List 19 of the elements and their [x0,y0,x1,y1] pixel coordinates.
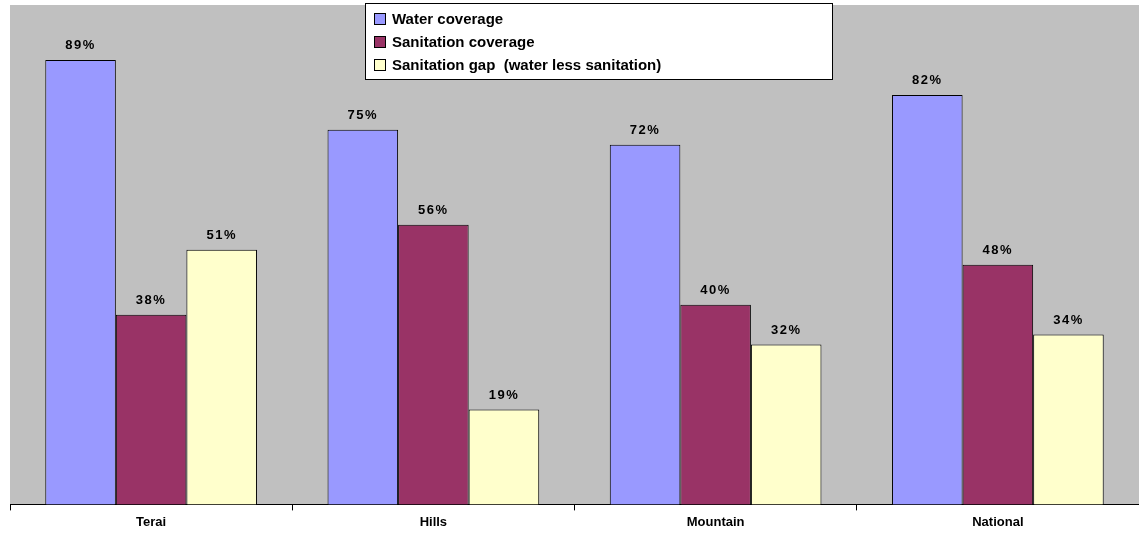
data-label: 38% [135,291,167,307]
data-label: 40% [700,281,731,297]
x-tick-label: National [972,513,1024,529]
data-label: 72% [629,121,661,137]
data-label: 51% [206,226,237,242]
data-label: 75% [347,106,379,122]
data-label: 48% [982,241,1014,257]
data-label: 19% [488,386,520,402]
data-label: 82% [912,71,943,87]
x-tick-label: Hills [419,513,448,529]
legend-label: Sanitation gap (water less sanitation) [392,56,662,73]
data-label: 32% [770,321,802,337]
data-label: 89% [65,37,96,53]
x-tick-label: Mountain [686,513,745,529]
legend-label: Sanitation coverage [392,33,535,50]
data-label: 56% [418,201,449,217]
data-label: 34% [1053,311,1084,327]
legend-label: Water coverage [392,10,504,27]
x-tick-label: Terai [136,513,167,529]
